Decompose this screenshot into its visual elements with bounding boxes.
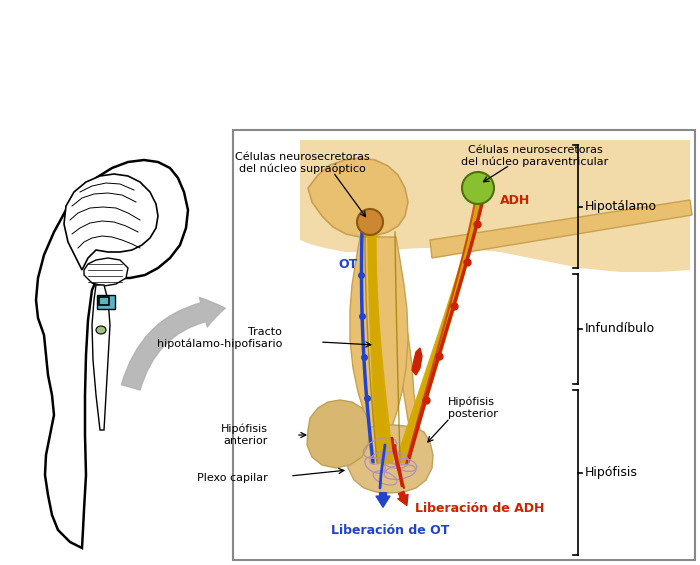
Polygon shape xyxy=(308,158,408,237)
Polygon shape xyxy=(346,425,433,493)
Text: Hipófisis
posterior: Hipófisis posterior xyxy=(448,397,498,419)
Bar xyxy=(233,130,695,560)
Ellipse shape xyxy=(96,326,106,334)
Text: Plexo capilar: Plexo capilar xyxy=(197,473,268,483)
Text: Liberación de OT: Liberación de OT xyxy=(331,524,449,537)
FancyArrowPatch shape xyxy=(376,493,390,507)
Text: Hipófisis: Hipófisis xyxy=(585,466,638,479)
Text: ADH: ADH xyxy=(500,193,531,206)
Text: Células neurosecretoras
del núcleo supraóptico: Células neurosecretoras del núcleo supra… xyxy=(234,152,370,174)
Text: Tracto
hipotálamo-hipofisario: Tracto hipotálamo-hipofisario xyxy=(157,327,282,349)
Polygon shape xyxy=(370,237,422,440)
FancyArrowPatch shape xyxy=(398,492,408,506)
Text: OT: OT xyxy=(338,259,358,272)
Circle shape xyxy=(462,172,494,204)
Text: Infundíbulo: Infundíbulo xyxy=(585,323,655,336)
Polygon shape xyxy=(350,237,408,432)
Text: Hipófisis
anterior: Hipófisis anterior xyxy=(221,424,268,446)
FancyArrowPatch shape xyxy=(121,298,225,390)
Text: Liberación de ADH: Liberación de ADH xyxy=(415,502,545,515)
Polygon shape xyxy=(84,258,128,286)
Polygon shape xyxy=(300,140,690,272)
Text: Células neurosecretoras
del núcleo paraventricular: Células neurosecretoras del núcleo parav… xyxy=(461,145,608,167)
Bar xyxy=(99,297,109,305)
Polygon shape xyxy=(307,400,370,468)
Polygon shape xyxy=(92,285,110,430)
Polygon shape xyxy=(64,174,158,270)
Polygon shape xyxy=(430,200,692,258)
Polygon shape xyxy=(412,348,422,375)
Circle shape xyxy=(357,209,383,235)
Bar xyxy=(97,295,115,309)
Text: Hipotálamo: Hipotálamo xyxy=(585,200,657,213)
